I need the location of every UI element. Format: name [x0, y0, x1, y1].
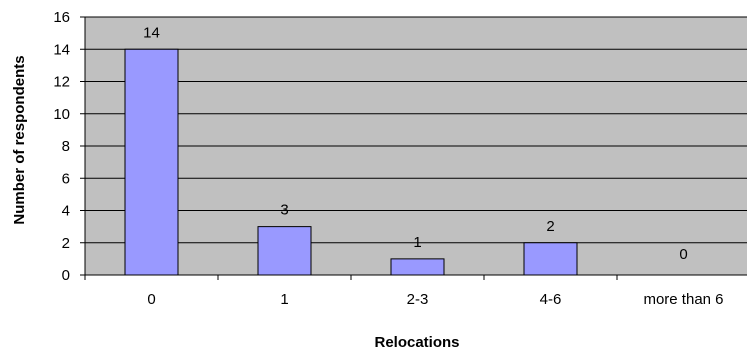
y-tick-label-12: 12 [53, 74, 70, 91]
x-tick-label-2-3: 2-3 [407, 291, 429, 308]
data-label-4-6: 2 [546, 218, 554, 235]
x-tick-label-0: 0 [147, 291, 155, 308]
y-tick-label-8: 8 [62, 138, 70, 155]
y-tick-label-16: 16 [53, 9, 70, 26]
x-axis-ticks: 0 1 2-3 4-6 more than 6 [84, 275, 724, 308]
x-tick-label-1: 1 [280, 291, 288, 308]
y-axis-ticks: 0 2 4 6 8 10 12 14 16 [53, 9, 85, 284]
y-tick-label-0: 0 [62, 267, 70, 284]
y-tick-label-10: 10 [53, 106, 70, 123]
x-axis-title: Relocations [374, 334, 459, 351]
bars [124, 48, 578, 276]
y-tick-label-2: 2 [62, 235, 70, 252]
data-label-2-3: 1 [413, 234, 421, 251]
data-label-more than 6: 0 [679, 246, 687, 263]
data-label-1: 3 [280, 202, 288, 219]
bar-1 [257, 226, 312, 276]
data-label-0: 14 [143, 24, 160, 41]
bar-0 [124, 48, 179, 276]
x-tick-label-4-6: 4-6 [540, 291, 562, 308]
y-tick-label-4: 4 [62, 203, 70, 220]
data-labels: 14 3 1 2 0 [143, 24, 688, 263]
bar-2-3 [390, 258, 445, 276]
y-tick-label-6: 6 [62, 170, 70, 187]
x-tick-label-more than 6: more than 6 [643, 291, 723, 308]
y-tick-label-14: 14 [53, 41, 70, 58]
y-axis-title: Number of respondents [11, 55, 28, 224]
gridlines [85, 16, 747, 244]
plot-area: 14 3 1 2 0 [85, 16, 747, 276]
bar-4-6 [523, 242, 578, 276]
